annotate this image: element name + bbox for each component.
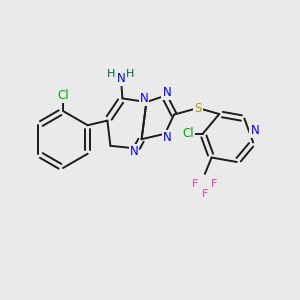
Text: H: H	[107, 69, 116, 80]
Text: N: N	[162, 86, 171, 99]
Text: S: S	[194, 101, 202, 115]
Text: Cl: Cl	[57, 89, 69, 102]
Text: Cl: Cl	[57, 89, 69, 102]
Text: N: N	[140, 92, 148, 105]
Text: N: N	[163, 131, 172, 144]
Text: N: N	[116, 72, 125, 85]
Text: F: F	[202, 189, 208, 199]
Text: N: N	[130, 145, 139, 158]
Text: F: F	[192, 179, 198, 189]
Text: H: H	[126, 69, 134, 80]
Text: N: N	[250, 124, 259, 137]
Text: F: F	[211, 179, 217, 189]
Text: Cl: Cl	[183, 127, 194, 140]
